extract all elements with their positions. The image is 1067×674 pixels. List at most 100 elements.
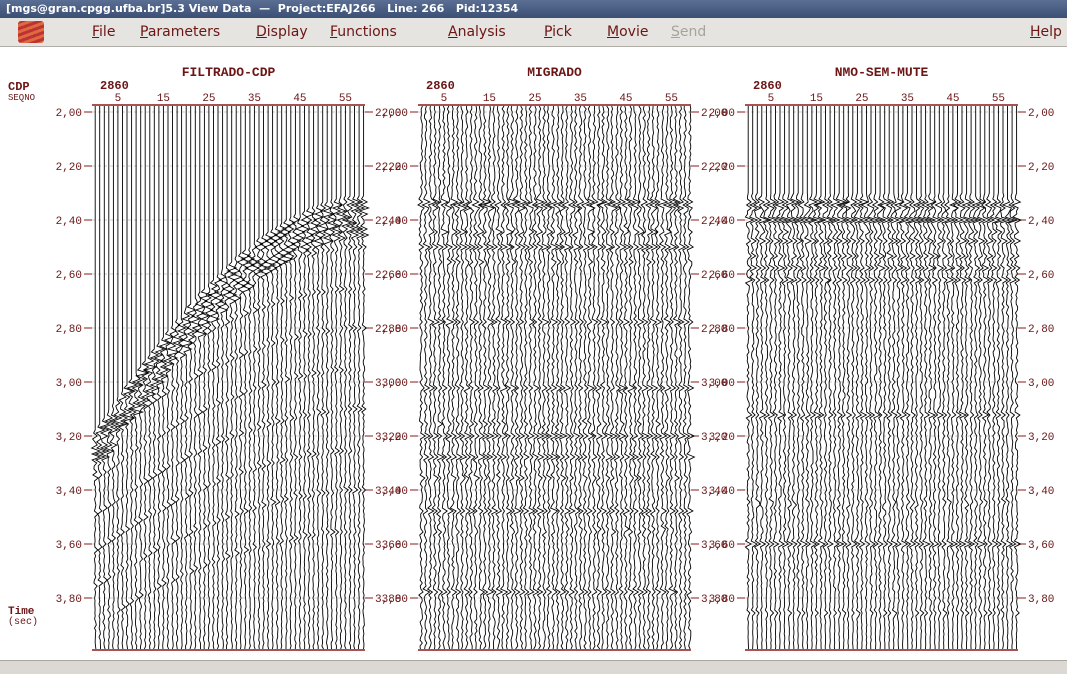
seismic-trace (232, 106, 242, 649)
y-tick-label: 2,80 (56, 324, 82, 336)
app-logo (18, 21, 44, 43)
seismic-trace (683, 106, 690, 649)
seismic-trace (100, 106, 109, 649)
y-tick-label: 3,80 (1028, 594, 1054, 606)
seismic-trace (1012, 106, 1021, 649)
seismic-trace (477, 106, 485, 649)
seismic-trace (569, 106, 576, 649)
x-tick-label: 5 (768, 93, 775, 105)
seismic-trace (646, 106, 653, 649)
x-tick-label: 35 (901, 93, 914, 105)
y-tick-label: 2,80 (382, 324, 408, 336)
seismic-trace (259, 106, 271, 649)
seismic-view: CDPSEQNOTime(sec)FILTRADO-CDP28605152535… (0, 46, 1067, 660)
y-tick-label: 2,20 (709, 162, 735, 174)
seismic-trace (200, 106, 211, 649)
seismic-trace (178, 106, 186, 649)
seismic-trace (463, 106, 471, 649)
seismic-trace (500, 106, 507, 649)
seismic-trace (559, 106, 567, 649)
seismic-trace (245, 106, 254, 649)
horizontal-scrollbar[interactable] (0, 660, 1067, 674)
y-tick-label: 2,60 (1028, 270, 1054, 282)
x-tick-label: 25 (202, 93, 215, 105)
x-tick-label: 45 (946, 93, 959, 105)
menu-item[interactable]: Parameters (140, 24, 220, 40)
seismic-trace (187, 106, 195, 649)
seismic-trace (590, 106, 598, 649)
seismic-trace (92, 106, 100, 649)
panel-title: MIGRADO (527, 65, 582, 80)
seismic-trace (495, 106, 502, 649)
seismic-trace (168, 106, 180, 649)
seismic-trace (562, 106, 571, 649)
seismic-trace (441, 106, 448, 649)
menu-item[interactable]: Analysis (448, 24, 506, 40)
seismic-trace (850, 106, 857, 649)
x-tick-label: 15 (157, 93, 170, 105)
x-tick-label: 55 (992, 93, 1005, 105)
seismic-trace (123, 106, 135, 649)
y-tick-label: 3,00 (709, 378, 735, 390)
seismic-trace (418, 106, 425, 649)
seismic-trace (754, 106, 761, 649)
panel-cdp: 2860 (753, 79, 782, 93)
y-tick-label: 2,20 (382, 162, 408, 174)
x-tick-label: 15 (483, 93, 496, 105)
y-tick-label: 3,60 (1028, 540, 1054, 552)
menu-item[interactable]: Movie (607, 24, 648, 40)
menu-item[interactable]: Display (256, 24, 308, 40)
seismic-trace (669, 106, 678, 649)
seismic-trace (886, 106, 893, 649)
y-tick-label: 3,60 (56, 540, 82, 552)
seismic-trace (205, 106, 213, 649)
seismic-trace (237, 106, 245, 649)
y-tick-label: 3,60 (382, 540, 408, 552)
seismic-trace (523, 106, 530, 649)
y-tick-label: 2,60 (709, 270, 735, 282)
y-tick-label: 2,20 (56, 162, 82, 174)
menu-item[interactable]: Functions (330, 24, 397, 40)
y-tick-label: 2,00 (56, 108, 82, 120)
seismic-trace (650, 106, 657, 649)
seismic-trace (219, 106, 228, 649)
seismic-trace (950, 106, 958, 649)
y-tick-label: 2,20 (1028, 162, 1054, 174)
seismic-trace (490, 106, 498, 649)
seismic-trace (142, 106, 149, 649)
seismic-trace (311, 106, 319, 649)
x-tick-label: 5 (115, 93, 122, 105)
y-tick-label: 3,40 (1028, 486, 1054, 498)
seismic-trace (513, 106, 521, 649)
x-tick-label: 55 (339, 93, 352, 105)
x-tick-label: 25 (855, 93, 868, 105)
panel-cdp: 2860 (426, 79, 455, 93)
seismic-trace (641, 106, 649, 649)
y-tick-label: 2,80 (1028, 324, 1054, 336)
menu-item[interactable]: File (92, 24, 115, 40)
menu-help[interactable]: Help (1030, 24, 1062, 40)
seismic-trace (918, 106, 929, 649)
y-tick-label: 3,20 (1028, 432, 1054, 444)
y-tick-label: 2,40 (56, 216, 82, 228)
seismic-trace (223, 106, 231, 649)
panel-cdp: 2860 (100, 79, 129, 93)
seismic-trace (627, 106, 635, 649)
seismic-trace (927, 106, 935, 649)
y-tick-label: 2,00 (1028, 108, 1054, 120)
seismic-trace (356, 106, 364, 649)
seismic-trace (360, 106, 369, 649)
page: [mgs@gran.cpgg.ufba.br]5.3 View Data — P… (0, 0, 1067, 673)
x-tick-label: 35 (574, 93, 587, 105)
seismic-trace (110, 106, 119, 649)
panel: NMO-SEM-MUTE2860515253545552,002,002,202… (709, 65, 1055, 650)
y-tick-label: 2,40 (382, 216, 408, 228)
window-title: [mgs@gran.cpgg.ufba.br]5.3 View Data — P… (0, 0, 1067, 18)
seismic-trace (935, 106, 943, 649)
menu-item[interactable]: Pick (544, 24, 572, 40)
seismic-trace (977, 106, 985, 649)
panel-title: NMO-SEM-MUTE (835, 65, 929, 80)
seismic-trace (655, 106, 662, 649)
seqno-label: SEQNO (8, 93, 35, 103)
